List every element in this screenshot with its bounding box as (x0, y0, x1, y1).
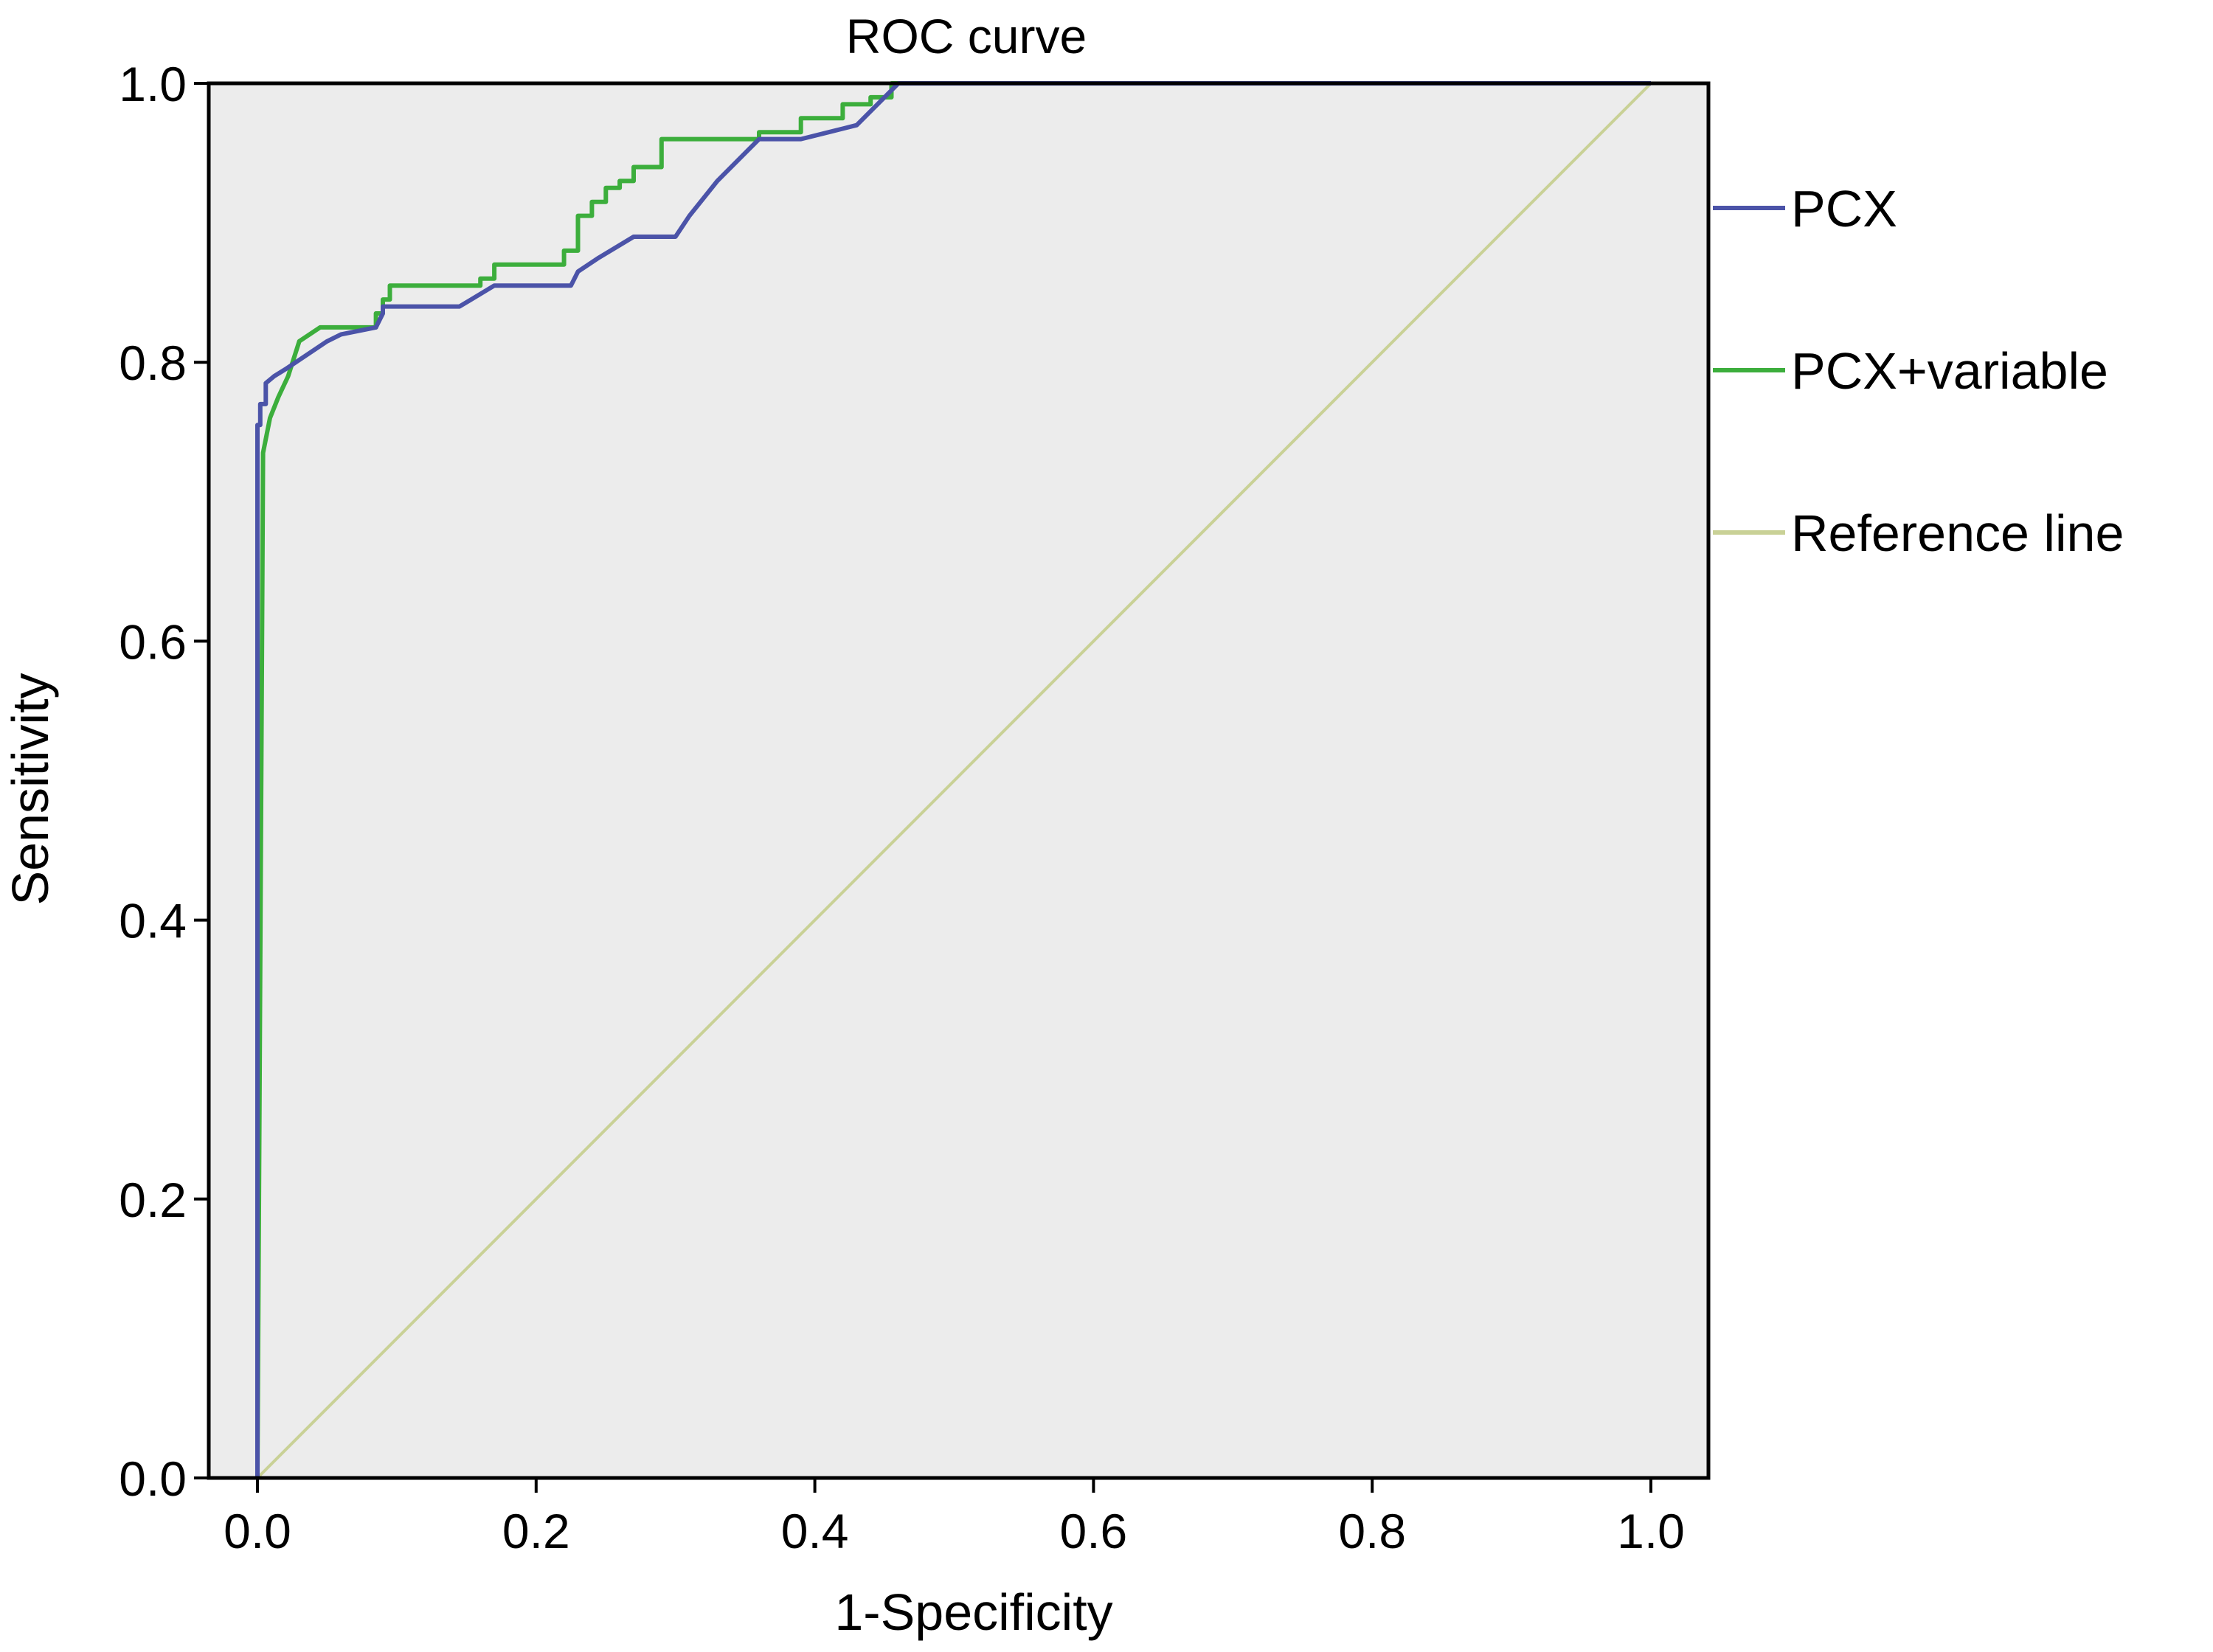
x-tick-label: 0.0 (224, 1504, 291, 1558)
legend-label: PCX (1791, 180, 1897, 237)
x-axis-title: 1-Specificity (834, 1583, 1112, 1641)
y-tick-label: 0.8 (119, 336, 187, 390)
plot-frame (207, 81, 1711, 1480)
series-line-pcx (255, 81, 1651, 1478)
series-line-pcx-variable (255, 81, 1651, 1479)
x-axis: 0.0 0.2 0.4 0.6 0.8 1.0 (224, 1478, 1685, 1558)
y-axis: 0.0 0.2 0.4 0.6 0.8 1.0 (119, 57, 209, 1506)
series-line-reference-line (256, 82, 1652, 1479)
series-layer (255, 81, 1652, 1479)
y-tick-label: 1.0 (119, 57, 187, 111)
x-tick-label: 1.0 (1617, 1504, 1685, 1558)
x-tick-label: 0.4 (781, 1504, 849, 1558)
plot-area (209, 83, 1708, 1478)
x-tick-label: 0.6 (1060, 1504, 1128, 1558)
chart-title: ROC curve (846, 9, 1087, 63)
x-tick-label: 0.8 (1338, 1504, 1406, 1558)
y-tick-label: 0.0 (119, 1451, 187, 1506)
y-axis-title: Sensitivity (1, 673, 59, 905)
y-tick-label: 0.2 (119, 1173, 187, 1227)
x-tick-label: 0.2 (502, 1504, 570, 1558)
legend-label: PCX+variable (1791, 342, 2108, 400)
y-tick-label: 0.6 (119, 614, 187, 669)
y-tick-label: 0.4 (119, 894, 187, 948)
legend-label: Reference line (1791, 504, 2124, 562)
legend: PCX PCX+variable Reference line (1713, 180, 2124, 562)
